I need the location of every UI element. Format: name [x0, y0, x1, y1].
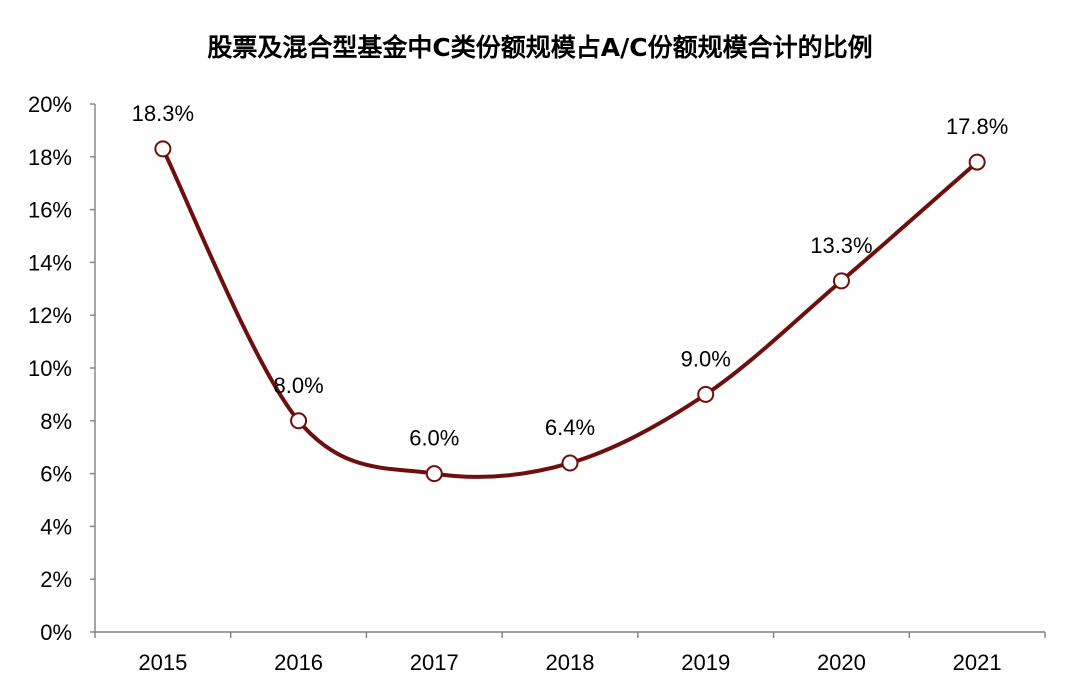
y-tick-label: 20% [28, 92, 72, 117]
data-label: 9.0% [681, 346, 731, 371]
data-labels: 18.3% 8.0% 6.0% 6.4% 9.0% 13.3% 17.8% [132, 101, 1009, 451]
y-tick-label: 18% [28, 145, 72, 170]
y-tick-label: 0% [40, 620, 72, 645]
x-tick-label: 2016 [274, 650, 323, 675]
data-label: 17.8% [946, 114, 1008, 139]
x-tick-label: 2019 [681, 650, 730, 675]
data-point [832, 272, 850, 290]
data-label: 6.0% [409, 426, 459, 451]
data-point [154, 140, 172, 158]
axes [94, 104, 1045, 633]
data-point [425, 465, 443, 483]
data-point [697, 385, 715, 403]
x-tick-label: 2015 [138, 650, 187, 675]
data-point [561, 454, 579, 472]
data-label: 13.3% [810, 233, 872, 258]
x-tick-label: 2020 [817, 650, 866, 675]
markers [154, 140, 986, 483]
y-tick-label: 10% [28, 356, 72, 381]
chart-title: 股票及混合型基金中C类份额规模占A/C份额规模合计的比例 [207, 33, 872, 62]
x-axis-ticks: 2015 2016 2017 2018 2019 2020 2021 [94, 632, 1046, 675]
y-tick-label: 14% [28, 250, 72, 275]
data-label: 8.0% [273, 373, 323, 398]
data-point [290, 412, 308, 430]
data-point [968, 153, 986, 171]
x-tick-label: 2021 [953, 650, 1002, 675]
x-tick-label: 2018 [546, 650, 595, 675]
data-label: 6.4% [545, 415, 595, 440]
y-tick-label: 4% [40, 514, 72, 539]
y-tick-label: 6% [40, 462, 72, 487]
y-tick-label: 16% [28, 198, 72, 223]
y-axis-ticks: 0% 2% 4% 6% 8% 10% 12% 14% 16% 18% 20% [28, 92, 95, 645]
y-tick-label: 2% [40, 567, 72, 592]
x-tick-label: 2017 [410, 650, 459, 675]
y-tick-label: 12% [28, 303, 72, 328]
y-tick-label: 8% [40, 409, 72, 434]
data-label: 18.3% [132, 101, 194, 126]
